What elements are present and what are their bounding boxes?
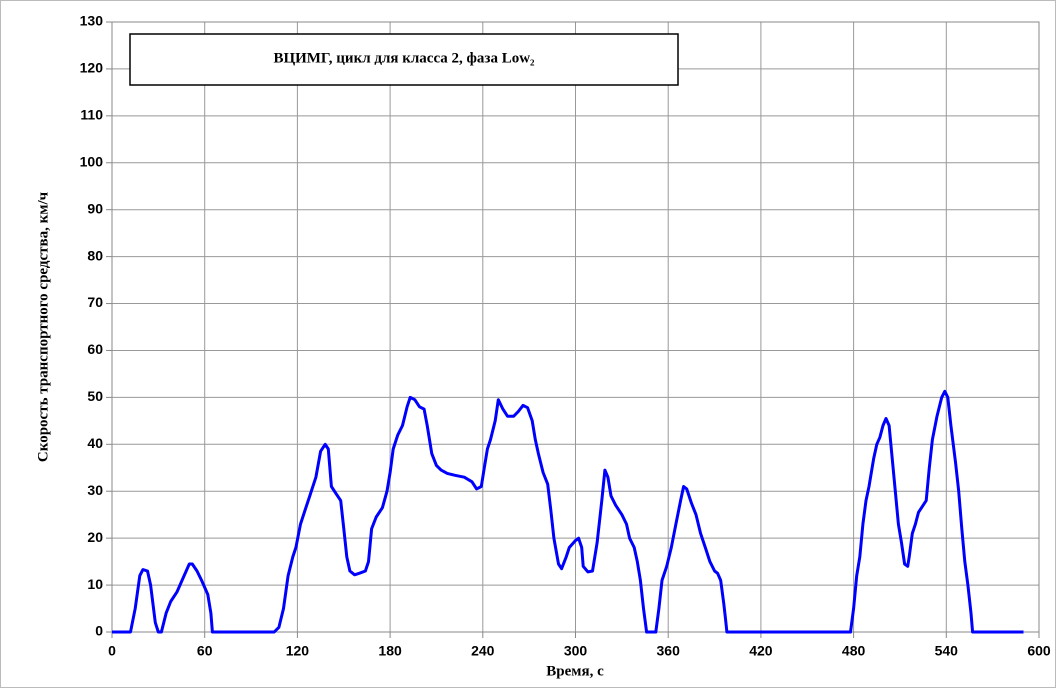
y-tick-label: 110 <box>80 107 103 123</box>
y-tick-label: 70 <box>87 294 103 310</box>
x-tick-label: 120 <box>286 643 310 659</box>
x-tick-label: 240 <box>471 643 495 659</box>
x-tick-label: 0 <box>108 643 116 659</box>
x-tick-label: 180 <box>378 643 402 659</box>
plot-frame <box>111 21 1040 633</box>
y-tick-label: 50 <box>87 388 103 404</box>
x-tick-label: 480 <box>842 643 866 659</box>
title-box <box>129 33 679 86</box>
x-axis-label: Время, с <box>546 663 604 679</box>
y-tick-label: 0 <box>95 623 103 639</box>
x-tick-label: 600 <box>1027 643 1051 659</box>
x-tick-label: 300 <box>564 643 588 659</box>
y-tick-label: 130 <box>80 13 104 29</box>
y-tick-label: 60 <box>87 341 103 357</box>
x-tick-label: 360 <box>657 643 681 659</box>
y-tick-label: 40 <box>87 435 103 451</box>
y-axis-label: Скорость транспортного средства, км/ч <box>35 191 51 462</box>
x-tick-label: 60 <box>197 643 213 659</box>
y-tick-label: 90 <box>87 200 103 216</box>
y-tick-label: 10 <box>87 576 103 592</box>
y-tick-label: 20 <box>87 529 103 545</box>
marks <box>112 389 1024 634</box>
x-tick-label: 540 <box>935 643 959 659</box>
y-tick-label: 80 <box>87 247 103 263</box>
speed-line <box>112 389 1024 634</box>
y-tick-label: 120 <box>80 60 104 76</box>
chart-title: ВЦИМГ, цикл для класса 2, фаза Low₂ <box>273 50 535 66</box>
y-tick-label: 30 <box>87 482 103 498</box>
x-tick-label: 420 <box>749 643 773 659</box>
y-tick-label: 100 <box>80 153 104 169</box>
